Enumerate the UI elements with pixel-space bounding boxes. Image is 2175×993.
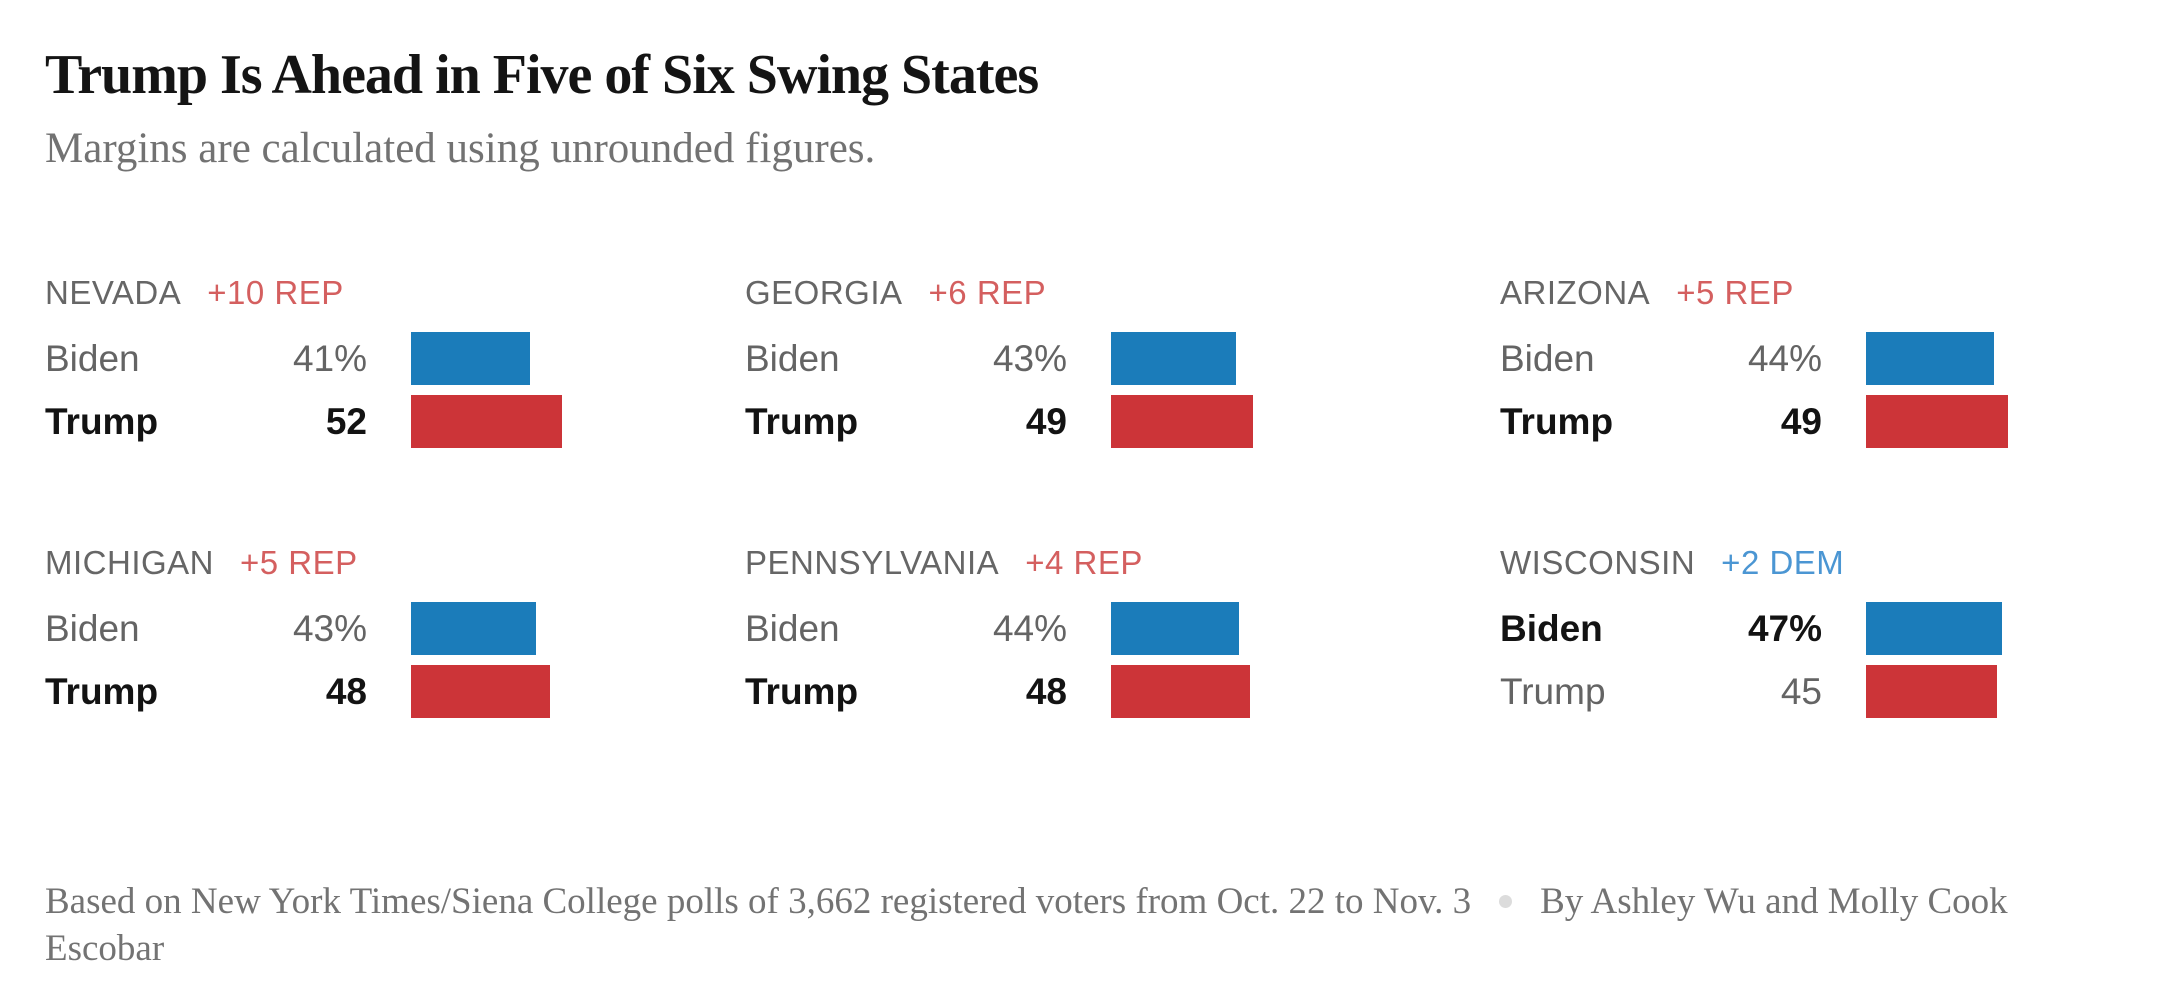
state-panel-header: PENNSYLVANIA +4 REP	[745, 543, 1500, 583]
state-panel: GEORGIA +6 REP Biden 43% Trump 49	[745, 273, 1500, 458]
state-panel-header: ARIZONA +5 REP	[1500, 273, 2130, 313]
vote-share-bar	[411, 395, 562, 448]
candidate-row: Trump 45	[1500, 665, 2130, 718]
candidate-row: Trump 52	[45, 395, 745, 448]
candidate-name: Biden	[45, 337, 140, 379]
candidate-value: 49	[1780, 400, 1822, 442]
source-note: Based on New York Times/Siena College po…	[45, 881, 1472, 922]
candidate-name: Biden	[745, 607, 840, 649]
margin-label: +4 REP	[1025, 544, 1143, 581]
state-panel: WISCONSIN +2 DEM Biden 47% Trump 45	[1500, 543, 2130, 728]
candidate-row: Biden 43%	[745, 332, 1500, 385]
vote-share-bar	[1866, 395, 2008, 448]
byline: By Ashley Wu and Molly Cook Escobar	[45, 881, 2008, 969]
candidate-name: Trump	[45, 400, 159, 442]
vote-share-bar	[1111, 665, 1250, 718]
candidate-value: 49	[1025, 400, 1067, 442]
vote-share-bar	[1866, 602, 2002, 655]
state-panel: MICHIGAN +5 REP Biden 43% Trump 48	[45, 543, 745, 728]
candidate-value: 48	[1025, 670, 1067, 712]
candidate-value: 44%	[992, 607, 1067, 649]
state-panel: NEVADA +10 REP Biden 41% Trump 52	[45, 273, 745, 458]
margin-label: +6 REP	[928, 274, 1047, 311]
candidate-value: 41%	[292, 337, 367, 379]
margin-label: +5 REP	[240, 544, 358, 581]
candidate-name: Trump	[1500, 400, 1614, 442]
candidate-value: 44%	[1747, 337, 1822, 379]
candidate-value: 43%	[992, 337, 1067, 379]
vote-share-bar	[411, 665, 550, 718]
candidate-row: Trump 48	[745, 665, 1500, 718]
state-panel-header: NEVADA +10 REP	[45, 273, 745, 313]
candidate-row: Biden 43%	[45, 602, 745, 655]
candidate-value: 45	[1780, 670, 1822, 712]
state-name: ARIZONA	[1500, 274, 1651, 311]
state-panel: ARIZONA +5 REP Biden 44% Trump 49	[1500, 273, 2130, 458]
vote-share-bar	[1866, 332, 1994, 385]
candidate-row: Biden 41%	[45, 332, 745, 385]
state-name: GEORGIA	[745, 274, 903, 311]
candidate-value: 52	[325, 400, 367, 442]
candidate-name: Trump	[1500, 670, 1606, 712]
margin-label: +2 DEM	[1721, 544, 1845, 581]
state-panel: PENNSYLVANIA +4 REP Biden 44% Trump 48	[745, 543, 1500, 728]
candidate-name: Biden	[45, 607, 140, 649]
chart-footnote: Based on New York Times/Siena College po…	[45, 878, 2130, 972]
vote-share-bar	[1111, 332, 1236, 385]
vote-share-bar	[1866, 665, 1997, 718]
state-panel-header: WISCONSIN +2 DEM	[1500, 543, 2130, 583]
candidate-value: 48	[325, 670, 367, 712]
candidate-name: Biden	[1500, 607, 1603, 649]
vote-share-bar	[411, 332, 530, 385]
margin-label: +10 REP	[207, 274, 344, 311]
state-name: PENNSYLVANIA	[745, 544, 1000, 581]
state-panel-header: GEORGIA +6 REP	[745, 273, 1500, 313]
margin-label: +5 REP	[1676, 274, 1794, 311]
candidate-row: Trump 48	[45, 665, 745, 718]
state-name: WISCONSIN	[1500, 544, 1696, 581]
state-name: MICHIGAN	[45, 544, 214, 581]
separator-dot-icon	[1499, 895, 1513, 909]
candidate-value: 43%	[292, 607, 367, 649]
candidate-row: Biden 44%	[745, 602, 1500, 655]
vote-share-bar	[411, 602, 536, 655]
vote-share-bar	[1111, 395, 1253, 448]
state-panels-grid: NEVADA +10 REP Biden 41% Trump 52 GEORGIA +6 RE…	[45, 273, 2130, 728]
chart-title: Trump Is Ahead in Five of Six Swing Stat…	[45, 44, 1039, 106]
candidate-value: 47%	[1747, 607, 1822, 649]
chart-subtitle: Margins are calculated using unrounded f…	[45, 125, 876, 172]
candidate-name: Trump	[745, 400, 859, 442]
candidate-name: Trump	[745, 670, 859, 712]
state-name: NEVADA	[45, 274, 182, 311]
candidate-row: Trump 49	[745, 395, 1500, 448]
candidate-row: Biden 44%	[1500, 332, 2130, 385]
candidate-name: Biden	[1500, 337, 1595, 379]
candidate-row: Trump 49	[1500, 395, 2130, 448]
vote-share-bar	[1111, 602, 1239, 655]
candidate-name: Trump	[45, 670, 159, 712]
candidate-name: Biden	[745, 337, 840, 379]
state-panel-header: MICHIGAN +5 REP	[45, 543, 745, 583]
candidate-row: Biden 47%	[1500, 602, 2130, 655]
